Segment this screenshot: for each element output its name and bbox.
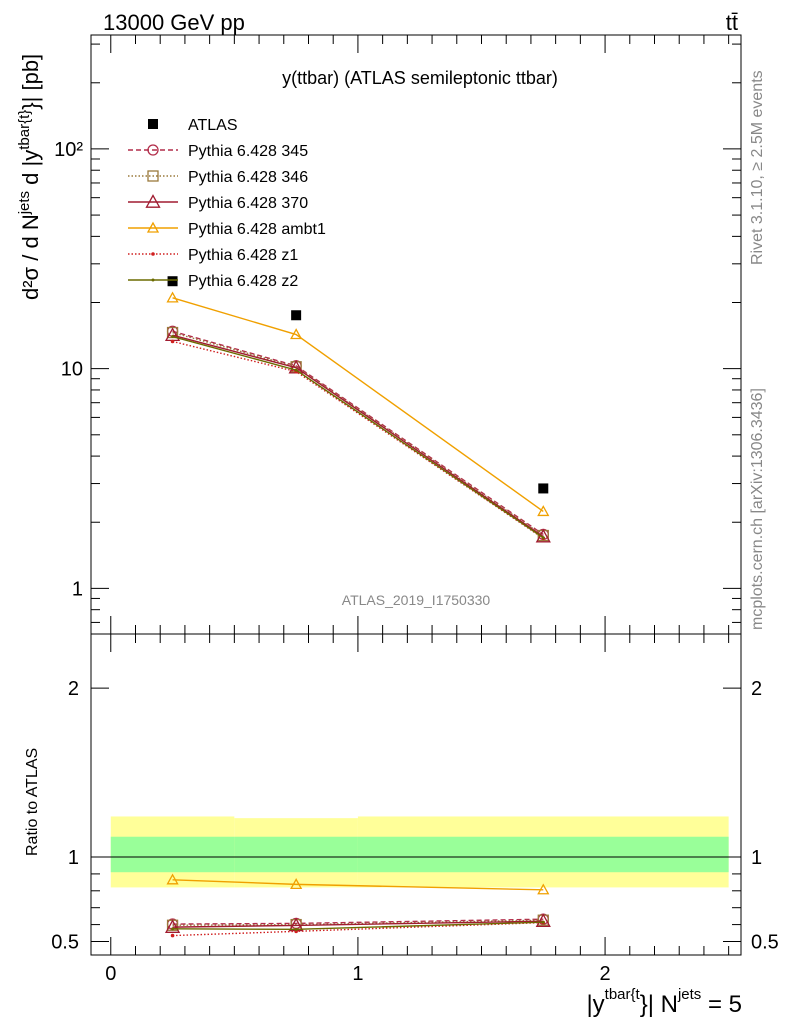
ratio-uncertainty-bands (91, 816, 741, 888)
main-axis-ticks: 1 10 10² (54, 35, 741, 634)
series-line (172, 330, 544, 536)
x-axis-label: |ytbar{t}| Njets = 5 (586, 986, 742, 1018)
data-point (294, 368, 298, 372)
ratio-series-group (164, 873, 551, 938)
process-label: tt̄ (726, 10, 738, 35)
ratio-series-line (172, 918, 544, 925)
legend-marker (151, 252, 155, 256)
legend: ATLAS Pythia 6.428 345 Pythia 6.428 346 Pyt… (128, 117, 326, 290)
ratio-data-point (541, 920, 545, 924)
uncertainty-band (234, 836, 358, 873)
chart-title: y(ttbar) (ATLAS semileptonic ttbar) (282, 68, 558, 88)
series-atlas (167, 276, 549, 494)
data-point (290, 328, 303, 340)
ratio-data-point (537, 883, 550, 895)
ratio-axis-ticks: 0.5 0.5 1 1 2 2 0 1 2 (51, 634, 779, 985)
series-line (172, 335, 544, 539)
data-point (171, 335, 175, 339)
ratio-y-axis-label: Ratio to ATLAS (24, 748, 41, 856)
rivet-version-label: Rivet 3.1.10, ≥ 2.5M events (749, 70, 766, 265)
legend-marker (147, 170, 159, 182)
main-series-group (164, 276, 551, 543)
legend-marker (151, 278, 155, 282)
ratio-series-pythia-6-428-ambt1 (166, 873, 550, 895)
x-tick-label: 1 (352, 963, 363, 985)
energy-label: 13000 GeV pp (103, 10, 245, 35)
data-point (166, 291, 179, 303)
legend-marker (148, 119, 158, 129)
ratio-data-point (171, 927, 175, 931)
x-tick-label: 0 (105, 963, 116, 985)
series-pythia-6-428-345 (166, 325, 549, 541)
legend-item: Pythia 6.428 ambt1 (128, 221, 326, 238)
ratio-plot-panel: 0.5 0.5 1 1 2 2 0 1 2 Ratio to ATLAS |ytbar{t}| … (24, 633, 779, 1018)
data-point (537, 505, 550, 517)
ratio-plot-frame (90, 633, 742, 956)
data-point (170, 339, 175, 344)
legend-label: Pythia 6.428 z2 (188, 273, 298, 290)
legend-item: Pythia 6.428 346 (128, 169, 308, 186)
ratio-data-point (166, 873, 179, 885)
legend-label: Pythia 6.428 346 (188, 169, 308, 186)
y-tick-label: 10² (54, 139, 83, 161)
series-line (172, 334, 544, 538)
ratio-y-tick-label: 0.5 (751, 931, 779, 953)
series-pythia-6-428-346 (166, 326, 549, 542)
mcplots-label: mcplots.cern.ch [arXiv:1306.3436] (749, 388, 766, 630)
ratio-data-point (290, 878, 303, 890)
ratio-y-tick-label: 2 (68, 678, 79, 700)
series-line (172, 297, 544, 512)
ratio-y-tick-label: 1 (751, 847, 762, 869)
series-line (172, 340, 544, 539)
y-tick-label: 10 (61, 359, 83, 381)
uncertainty-band (357, 836, 729, 873)
data-point (541, 536, 545, 540)
ratio-series-pythia-6-428-370 (164, 913, 551, 933)
legend-item: ATLAS (148, 117, 238, 134)
ratio-series-pythia-6-428-z2 (171, 920, 545, 931)
legend-item: Pythia 6.428 370 (128, 194, 308, 212)
series-pythia-6-428-z2 (171, 335, 545, 540)
legend-item: Pythia 6.428 z2 (128, 273, 298, 290)
data-point (538, 483, 549, 494)
main-plot-panel: 1 10 10² y(ttbar) (ATLAS semileptonic ttba… (16, 34, 742, 635)
legend-marker (146, 221, 160, 233)
legend-label: Pythia 6.428 z1 (188, 247, 298, 264)
data-point (167, 276, 178, 287)
legend-marker (145, 194, 161, 208)
legend-label: ATLAS (188, 117, 238, 134)
series-line (172, 331, 544, 537)
legend-marker (147, 144, 159, 156)
ratio-series-line (172, 920, 544, 928)
ratio-series-line (172, 919, 544, 926)
series-pythia-6-428-z1 (170, 339, 546, 541)
ratio-y-tick-label: 0.5 (51, 931, 79, 953)
ratio-series-line (172, 879, 544, 891)
legend-label: Pythia 6.428 ambt1 (188, 221, 326, 238)
analysis-watermark: ATLAS_2019_I1750330 (342, 592, 491, 608)
ratio-data-point (535, 913, 551, 928)
ratio-data-point (170, 933, 175, 938)
data-point (291, 310, 302, 321)
legend-label: Pythia 6.428 345 (188, 143, 308, 160)
ratio-y-tick-label: 2 (751, 678, 762, 700)
legend-item: Pythia 6.428 345 (128, 143, 308, 160)
ratio-data-point (294, 927, 298, 931)
series-pythia-6-428-ambt1 (166, 291, 550, 517)
series-pythia-6-428-370 (164, 327, 551, 543)
ratio-y-tick-label: 1 (68, 847, 79, 869)
x-tick-label: 2 (600, 963, 611, 985)
uncertainty-band (110, 836, 235, 873)
legend-label: Pythia 6.428 370 (188, 195, 308, 212)
ratio-data-point (164, 919, 181, 933)
y-tick-label: 1 (72, 578, 83, 600)
main-y-axis-label: d²σ / d Njets d |ytbar{t}}| [pb] (16, 54, 43, 300)
legend-item: Pythia 6.428 z1 (128, 247, 298, 264)
